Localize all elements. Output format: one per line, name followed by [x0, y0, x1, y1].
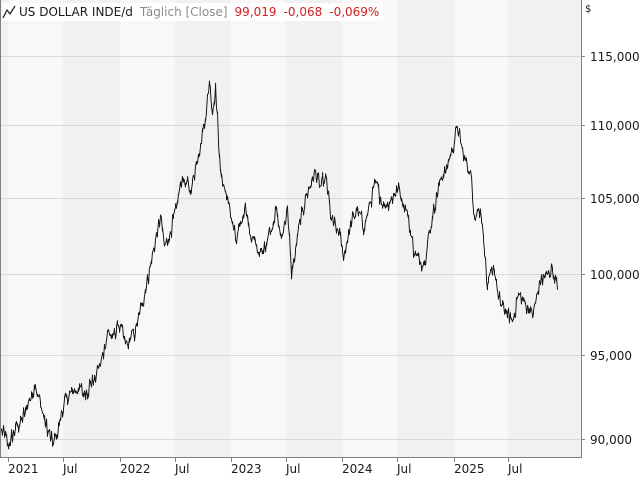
line-chart-icon[interactable] [2, 5, 16, 19]
y-tick-label: 90,000 [590, 432, 632, 447]
price-line [1, 80, 558, 450]
period-band [508, 0, 581, 457]
x-axis-ticks [8, 458, 509, 462]
period-band [120, 0, 175, 457]
price-change: -0,068 [283, 5, 323, 19]
x-tick-label: 2022 [120, 462, 151, 476]
x-tick-label: Jul [286, 462, 301, 476]
y-tick-label: 115,000 [590, 49, 640, 64]
x-tick-label: Jul [508, 462, 523, 476]
x-tick-label: 2021 [8, 462, 39, 476]
y-tick-label: 110,000 [590, 118, 640, 133]
period-band [0, 0, 8, 457]
y-axis-ticks [581, 56, 585, 440]
x-tick-label: 2024 [342, 462, 373, 476]
instrument-name[interactable]: US DOLLAR INDE/d [19, 5, 133, 19]
y-tick-label: 95,000 [590, 348, 632, 363]
x-tick-label: 2023 [231, 462, 262, 476]
period-band [397, 0, 454, 457]
period-band [63, 0, 120, 457]
chart-header: US DOLLAR INDE/d Täglich [Close] 99,019 … [2, 3, 384, 21]
x-tick-label: Jul [63, 462, 78, 476]
last-price: 99,019 [234, 5, 277, 19]
x-tick-label: 2025 [454, 462, 485, 476]
currency-label: $ [585, 4, 592, 15]
x-tick-label: Jul [397, 462, 412, 476]
x-tick-label: Jul [175, 462, 190, 476]
period-band [175, 0, 231, 457]
period-band [231, 0, 286, 457]
price-change-percent: -0,069% [329, 5, 380, 19]
period-band [286, 0, 342, 457]
plot-frame [0, 0, 582, 458]
y-tick-label: 105,000 [590, 191, 640, 206]
period-bands [0, 0, 581, 457]
grid-lines [0, 56, 581, 440]
y-tick-label: 100,000 [590, 267, 640, 282]
period-band [454, 0, 508, 457]
period-band [8, 0, 63, 457]
period-band [342, 0, 397, 457]
interval-label[interactable]: Täglich [Close] [139, 5, 228, 19]
